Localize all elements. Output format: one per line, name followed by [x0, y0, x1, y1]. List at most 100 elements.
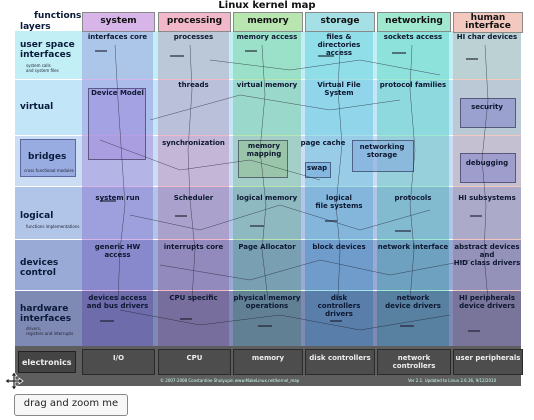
cell-interfaces-core: interfaces core	[87, 33, 148, 41]
cell-logical-memory: logical memory	[236, 194, 298, 202]
hw-io: I/O	[82, 349, 155, 375]
row-label-bridges: bridges	[28, 152, 67, 162]
version-footer: Ver 2.1. Updated to Linux 2.6.36, 9/12/2…	[408, 378, 497, 383]
cell-page-cache: page cache	[300, 139, 346, 147]
link-line-processing	[187, 44, 196, 301]
cell-security: security	[471, 103, 503, 111]
function-label-mark	[318, 55, 334, 57]
column-band-system	[82, 12, 153, 346]
link-line-cross-6	[119, 309, 451, 331]
function-label-mark	[395, 230, 411, 232]
row-band-user-space	[15, 31, 521, 79]
column-band-networking	[377, 12, 449, 346]
link-line-cross-4	[99, 139, 321, 181]
function-label-mark	[175, 215, 187, 217]
bridges-label-box	[20, 139, 76, 177]
cell-swap: swap	[306, 164, 328, 172]
cell-hi-subsystems: HI subsystems	[458, 194, 516, 202]
link-line-storage	[335, 47, 343, 301]
hw-memory: memory	[233, 349, 303, 375]
row-sub-user-space: system calls and system files	[26, 63, 59, 73]
electronics-label-box	[18, 351, 76, 373]
cell-synchronization: synchronization	[162, 139, 225, 147]
device-model-box	[88, 88, 146, 160]
function-label-mark	[468, 330, 480, 332]
row-sub-logical: functions implementations	[26, 224, 80, 229]
cell-physical-memory-operations: physical memory operations	[233, 294, 301, 310]
function-label-mark	[250, 225, 264, 227]
function-label-mark	[470, 215, 482, 217]
cell-memory-access: memory access	[236, 33, 298, 41]
networking-storage-box	[352, 140, 414, 172]
cell-files-directories-access: files & directories access	[317, 33, 361, 57]
cell-generic-hw-access: generic HW access	[94, 243, 141, 259]
link-line-memory	[259, 44, 269, 301]
hw-io-label: I/O	[112, 354, 125, 362]
function-label-mark	[100, 200, 116, 202]
cell-threads: threads	[178, 81, 209, 89]
column-header-storage: storage	[305, 12, 375, 32]
link-line-cross-3	[159, 259, 471, 281]
cell-networking-storage: networking storage	[359, 143, 405, 159]
cell-debugging: debugging	[465, 159, 509, 167]
link-line-cross-5	[209, 59, 441, 76]
cell-network-device-drivers: network device drivers	[385, 294, 441, 310]
cell-scheduler: Scheduler	[173, 194, 214, 202]
row-band-devices-control	[15, 240, 521, 290]
column-header-human-interface: human interface	[453, 12, 523, 33]
function-label-mark	[325, 220, 337, 222]
cell-disk-controllers-drivers: disk controllers drivers	[317, 294, 361, 318]
column-header-processing: processing	[158, 12, 231, 32]
security-box	[460, 98, 516, 128]
map-title: Linux kernel map	[218, 0, 316, 11]
function-label-mark	[400, 325, 414, 327]
function-label-mark	[330, 320, 342, 322]
link-line-cross-1	[149, 94, 401, 121]
cell-protocols: protocols	[394, 194, 432, 202]
column-band-processing	[158, 12, 229, 346]
row-label-user-space: user space interfaces	[20, 40, 75, 60]
cell-devices-access-bus-drivers: devices access and bus drivers	[86, 294, 149, 310]
row-label-devices-control: devices control	[20, 258, 59, 278]
row-sub-bridges: cross functional modules	[24, 168, 74, 173]
drag-and-zoom-button[interactable]: drag and zoom me	[14, 394, 128, 416]
cell-virtual-memory: virtual memory	[236, 81, 298, 89]
memory-mapping-box	[238, 140, 288, 178]
function-label-mark	[258, 325, 272, 327]
row-sub-hardware-interfaces: drivers, registers and interrupts	[26, 326, 74, 336]
row-label-logical: logical	[20, 211, 54, 221]
cell-device-model: Device Model	[91, 89, 144, 97]
cell-memory-mapping: memory mapping	[246, 142, 282, 158]
function-label-mark	[95, 50, 107, 52]
cell-hi-peripherals-drivers: HI peripherals device drivers	[459, 294, 515, 310]
function-label-mark	[170, 55, 184, 57]
hw-network-controllers: network controllers	[377, 349, 451, 375]
cell-logical-file-systems: logical file systems	[315, 194, 363, 210]
hw-disk-controllers-label: disk controllers	[309, 354, 371, 362]
cell-page-allocator: Page Allocator	[238, 243, 296, 251]
link-line-human-interface	[481, 44, 489, 301]
hw-memory-label: memory	[251, 354, 285, 362]
hw-cpu-label: CPU	[186, 354, 203, 362]
hw-user-peripherals-label: user peripherals	[455, 354, 521, 362]
cell-network-interface: network interface	[377, 243, 449, 251]
row-band-logical	[15, 187, 521, 239]
function-label-mark	[180, 318, 192, 320]
cell-interrupts-core: interrupts core	[163, 243, 224, 251]
hw-user-peripherals: user peripherals	[453, 349, 523, 375]
cell-block-devices: block devices	[312, 243, 366, 251]
hw-network-controllers-label: network controllers	[392, 354, 436, 370]
functions-label: functions	[34, 11, 82, 21]
row-label-virtual: virtual	[20, 102, 54, 112]
cell-hi-char-devices: HI char devices	[456, 33, 518, 41]
swap-box	[305, 162, 331, 178]
move-arrows-icon[interactable]	[4, 371, 24, 391]
cell-protocol-families: protocol families	[379, 81, 447, 89]
row-label-hardware-interfaces: hardware interfaces	[20, 304, 72, 324]
row-label-electronics: electronics	[22, 358, 72, 367]
function-label-mark	[100, 320, 114, 322]
hw-cpu: CPU	[158, 349, 231, 375]
cell-cpu-specific: CPU specific	[169, 294, 218, 302]
column-header-system: system	[82, 12, 155, 32]
